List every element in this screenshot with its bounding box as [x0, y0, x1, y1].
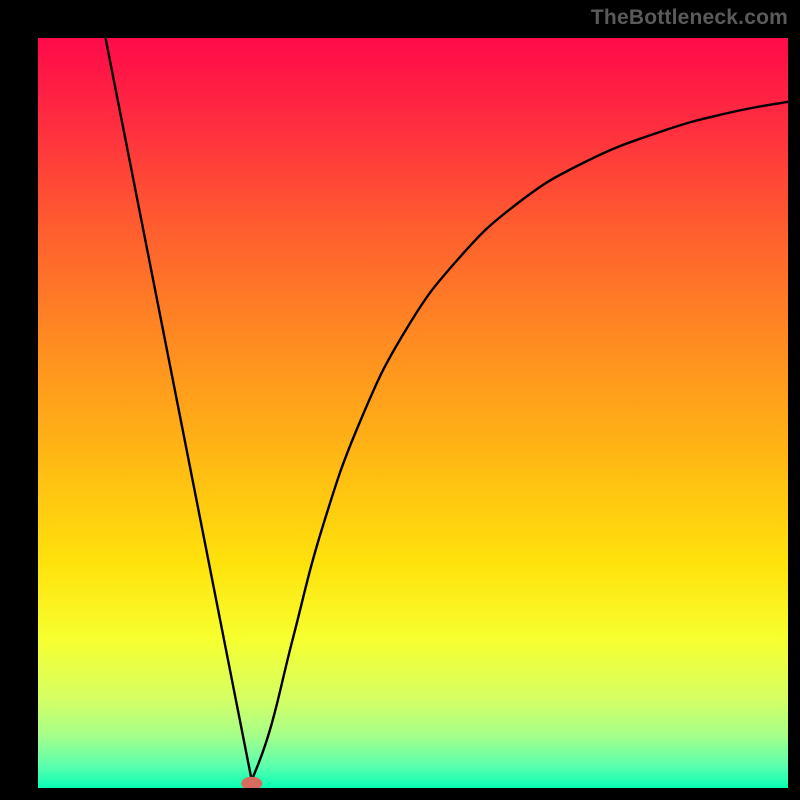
curve-layer — [38, 38, 788, 788]
chart-canvas: TheBottleneck.com — [0, 0, 800, 800]
watermark-text: TheBottleneck.com — [591, 6, 788, 30]
curve-right-segment — [252, 102, 788, 781]
plot-area — [38, 38, 788, 788]
curve-left-segment — [106, 38, 252, 781]
minimum-marker — [241, 777, 262, 788]
